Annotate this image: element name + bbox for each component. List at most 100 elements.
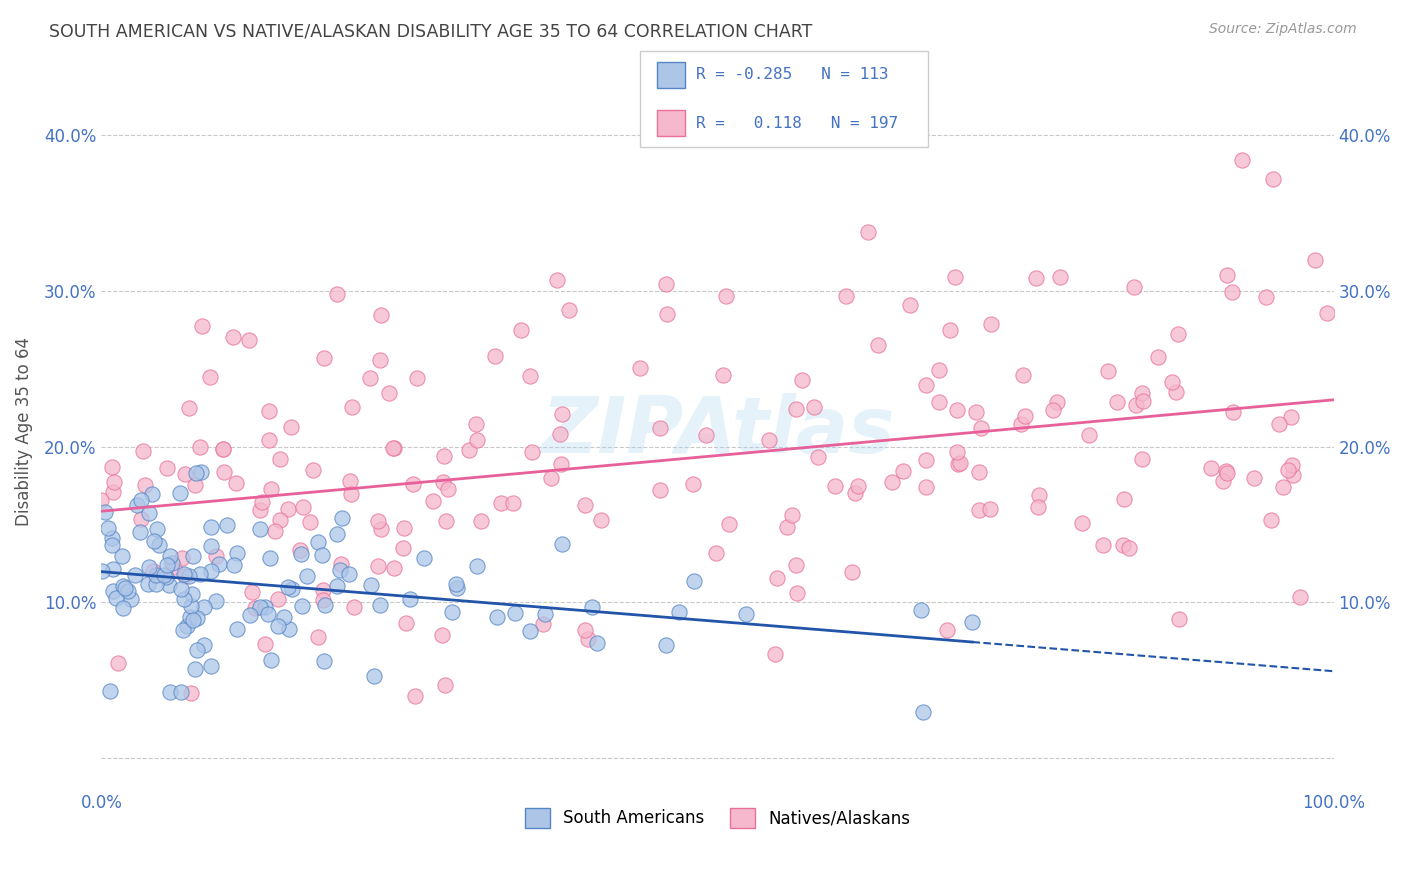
Point xyxy=(172,623,194,637)
Point xyxy=(434,515,457,529)
Point xyxy=(200,659,222,673)
Point xyxy=(1146,350,1168,364)
Point xyxy=(785,558,807,572)
Point xyxy=(648,483,671,497)
Point xyxy=(1125,398,1147,412)
Point xyxy=(437,482,460,496)
Point xyxy=(103,562,125,576)
Point xyxy=(184,466,207,480)
Point xyxy=(550,457,572,471)
Point xyxy=(186,611,208,625)
Point xyxy=(173,467,195,481)
Point xyxy=(90,493,112,508)
Point xyxy=(204,594,226,608)
Point xyxy=(259,433,281,447)
Point xyxy=(1289,590,1312,604)
Text: Source: ZipAtlas.com: Source: ZipAtlas.com xyxy=(1209,22,1357,37)
Point xyxy=(440,605,463,619)
Point xyxy=(650,421,672,435)
Point xyxy=(1130,451,1153,466)
Point xyxy=(253,600,276,615)
Point xyxy=(186,643,208,657)
Point xyxy=(1168,612,1191,626)
Point xyxy=(225,475,247,490)
Point xyxy=(1243,471,1265,485)
Point xyxy=(329,563,352,577)
Point xyxy=(179,569,201,583)
Point xyxy=(290,547,312,561)
Point xyxy=(312,583,335,598)
Point xyxy=(792,373,814,387)
Point xyxy=(368,352,391,367)
Point xyxy=(395,616,418,631)
Point xyxy=(382,441,405,455)
Point xyxy=(655,307,678,321)
Point xyxy=(486,609,509,624)
Point xyxy=(406,371,429,385)
Point xyxy=(589,513,612,527)
Point xyxy=(378,385,401,400)
Point xyxy=(101,538,124,552)
Point xyxy=(551,407,574,421)
Point xyxy=(143,534,166,549)
Point xyxy=(824,479,846,493)
Point xyxy=(112,600,135,615)
Point xyxy=(370,599,392,613)
Point xyxy=(1132,393,1154,408)
Point xyxy=(558,302,581,317)
Point xyxy=(138,506,160,520)
Point xyxy=(173,591,195,606)
Point xyxy=(980,317,1002,331)
Point xyxy=(1220,285,1243,299)
Point xyxy=(312,351,335,366)
Point xyxy=(1261,171,1284,186)
Point xyxy=(162,559,184,574)
Point xyxy=(531,617,554,632)
Point xyxy=(190,465,212,479)
Point xyxy=(915,378,938,392)
Point xyxy=(277,580,299,594)
Point xyxy=(269,513,291,527)
Point xyxy=(1118,541,1140,556)
Point xyxy=(1161,375,1184,389)
Point xyxy=(129,512,152,526)
Point xyxy=(124,568,146,582)
Point xyxy=(208,557,231,571)
Point xyxy=(979,501,1001,516)
Point xyxy=(1014,409,1036,424)
Point xyxy=(337,566,360,581)
Point xyxy=(928,363,950,377)
Point xyxy=(159,685,181,699)
Point xyxy=(422,494,444,508)
Point xyxy=(243,600,266,615)
Point xyxy=(98,683,121,698)
Point xyxy=(181,549,204,563)
Point xyxy=(413,551,436,566)
Point xyxy=(159,549,181,564)
Point xyxy=(314,598,336,612)
Point xyxy=(717,516,740,531)
Point xyxy=(360,578,382,592)
Point xyxy=(188,440,211,454)
Point xyxy=(200,540,222,554)
Point xyxy=(446,581,468,595)
Point xyxy=(835,288,858,302)
Point xyxy=(734,607,756,621)
Point xyxy=(509,323,531,337)
Point xyxy=(433,450,456,464)
Point xyxy=(156,558,179,572)
Point xyxy=(111,579,134,593)
Point xyxy=(191,319,214,334)
Point xyxy=(1215,268,1237,282)
Point xyxy=(465,559,488,574)
Point xyxy=(170,550,193,565)
Point xyxy=(1260,513,1282,527)
Point xyxy=(1232,153,1254,168)
Point xyxy=(807,450,830,465)
Point xyxy=(259,404,281,418)
Point xyxy=(898,298,921,312)
Point xyxy=(370,522,392,536)
Point xyxy=(1070,516,1092,530)
Point xyxy=(470,514,492,528)
Point xyxy=(277,502,299,516)
